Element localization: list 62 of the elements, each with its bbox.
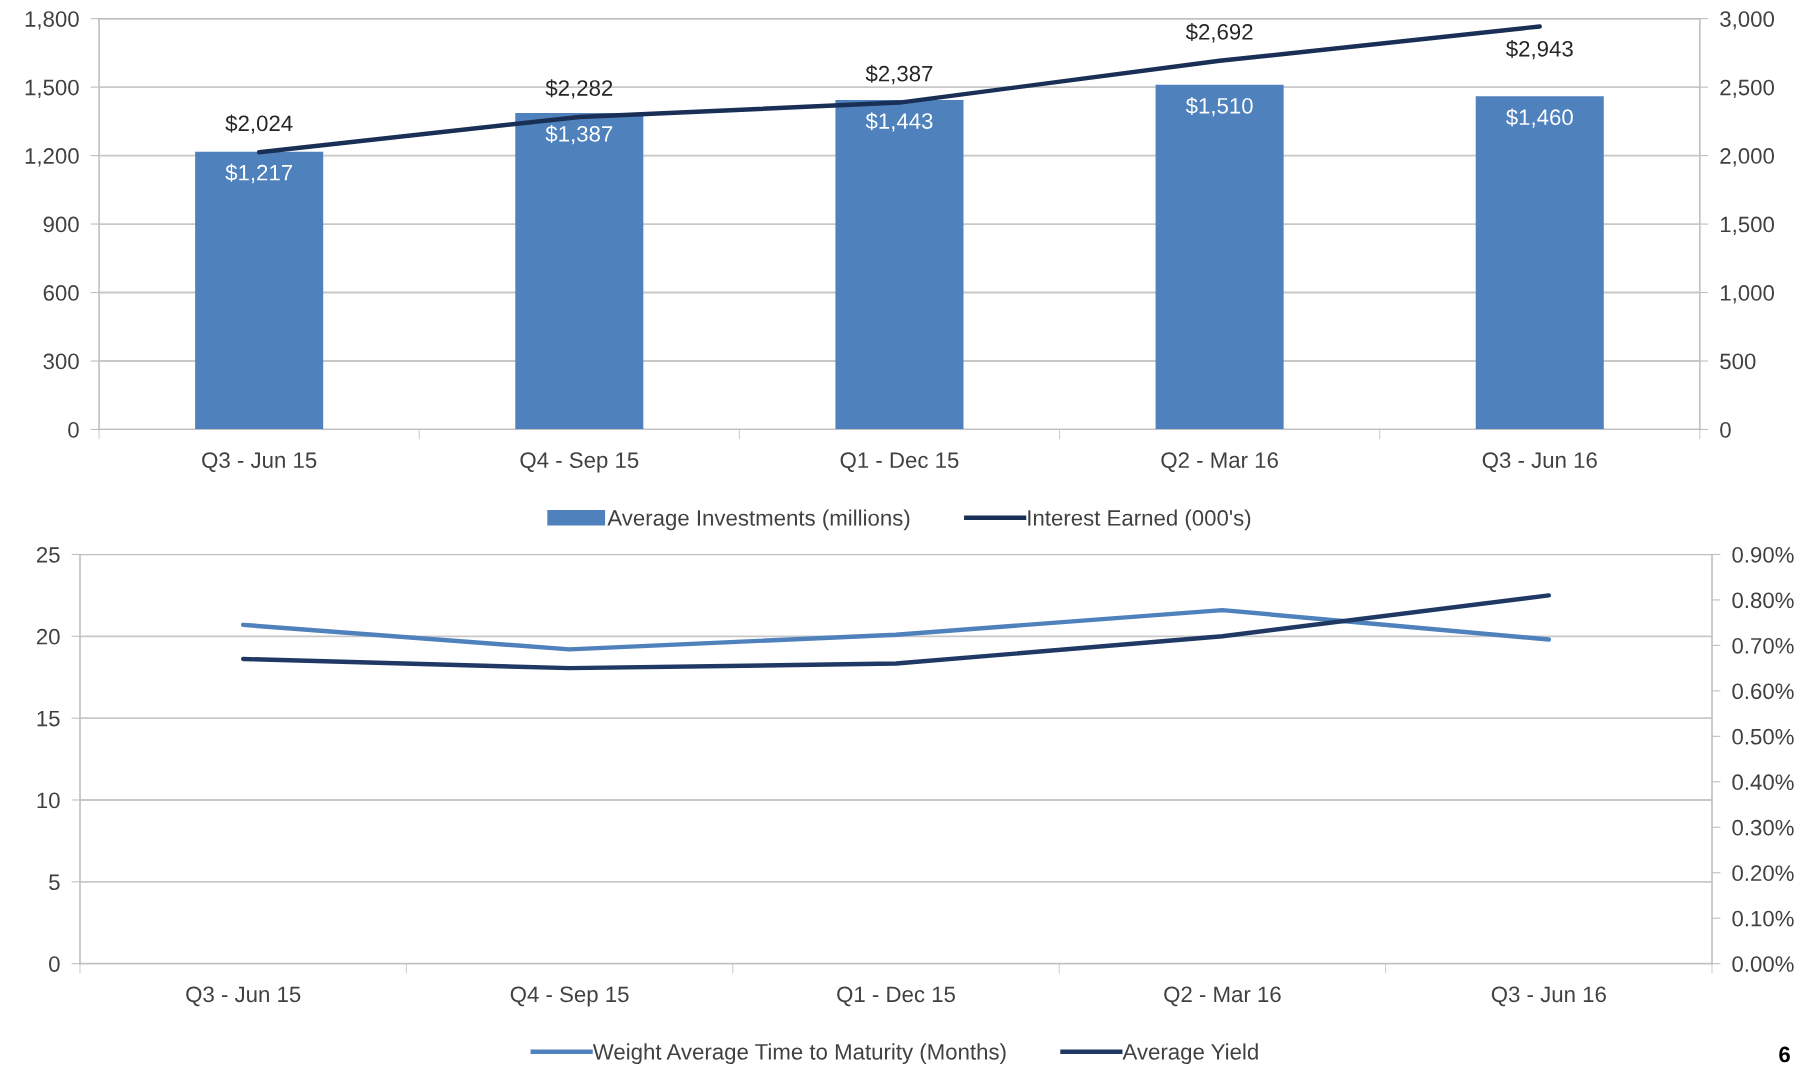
y2-tick-label: 0.10%	[1732, 910, 1794, 927]
y2-tick-label: 2,000	[1720, 148, 1775, 167]
y-tick-label: 1,500	[25, 79, 79, 98]
data-label: $1,217	[225, 163, 293, 184]
legend-label: Average Investments (millions)	[607, 509, 910, 531]
bar	[1155, 84, 1284, 430]
bar	[1475, 96, 1604, 430]
data-label: $1,460	[1506, 108, 1573, 128]
line-series	[240, 593, 1552, 671]
y2-tick-label: 0.50%	[1732, 728, 1794, 745]
x-tick-label: Q2 - Mar 16	[1161, 452, 1278, 472]
y2-tick-label: 3,000	[1720, 11, 1775, 30]
y2-tick-label: 2,500	[1720, 79, 1775, 98]
data-label: $2,282	[545, 79, 613, 99]
data-label: $1,443	[865, 112, 933, 132]
y2-tick-label: 1,500	[1720, 216, 1775, 235]
x-tick-label: Q4 - Sep 15	[520, 452, 639, 473]
y2-tick-label: 500	[1720, 353, 1756, 370]
legend-label: Average Yield	[1122, 1043, 1258, 1065]
y-tick-label: 600	[43, 285, 79, 301]
x-tick-label: Q4 - Sep 15	[510, 986, 629, 1007]
x-tick-label: Q1 - Dec 15	[837, 986, 955, 1007]
y2-tick-label: 0.30%	[1732, 819, 1794, 836]
y-tick-label: 0	[68, 422, 79, 438]
data-label: $2,024	[225, 114, 293, 134]
x-tick-label: Q3 - Jun 16	[1482, 452, 1597, 472]
y-tick-label: 900	[43, 216, 79, 233]
x-tick-label: Q3 - Jun 15	[202, 452, 317, 472]
legend-label: Weight Average Time to Maturity (Months)	[592, 1043, 1006, 1065]
y2-tick-label: 0.40%	[1732, 774, 1794, 791]
data-label: $1,387	[545, 125, 613, 145]
line-series	[240, 607, 1552, 652]
x-tick-label: Q3 - Jun 16	[1491, 986, 1606, 1007]
y2-tick-label: 0.00%	[1732, 956, 1794, 972]
y2-tick-label: 0.70%	[1732, 637, 1794, 654]
x-tick-label: Q3 - Jun 15	[186, 986, 301, 1007]
text: 6	[1779, 1046, 1790, 1063]
bar	[195, 151, 324, 430]
data-label: $2,692	[1185, 23, 1253, 43]
y2-tick-label: 0.20%	[1732, 865, 1794, 882]
y-tick-label: 1,200	[25, 148, 79, 167]
y-tick-label: 0	[49, 956, 60, 972]
y-tick-label: 300	[43, 353, 79, 370]
bar	[835, 100, 964, 430]
legend-label: Interest Earned (000's)	[1028, 509, 1251, 531]
y-tick-label: 20	[36, 628, 60, 645]
y-tick-label: 1,800	[25, 11, 79, 30]
y-tick-label: 5	[49, 874, 60, 891]
bar	[515, 112, 644, 430]
y-tick-label: 15	[37, 710, 60, 727]
y-tick-label: 10	[37, 792, 60, 809]
data-label: $2,943	[1506, 39, 1573, 60]
y2-tick-label: 0	[1720, 422, 1731, 438]
y2-tick-label: 1,000	[1720, 285, 1775, 304]
x-tick-label: Q2 - Mar 16	[1164, 986, 1281, 1007]
y-tick-label: 25	[36, 546, 60, 563]
data-label: $1,510	[1185, 96, 1253, 117]
y2-tick-label: 0.90%	[1732, 546, 1794, 563]
y2-tick-label: 0.60%	[1732, 683, 1794, 700]
y2-tick-label: 0.80%	[1732, 592, 1794, 609]
x-tick-label: Q1 - Dec 15	[840, 452, 959, 472]
data-label: $2,387	[865, 64, 933, 85]
